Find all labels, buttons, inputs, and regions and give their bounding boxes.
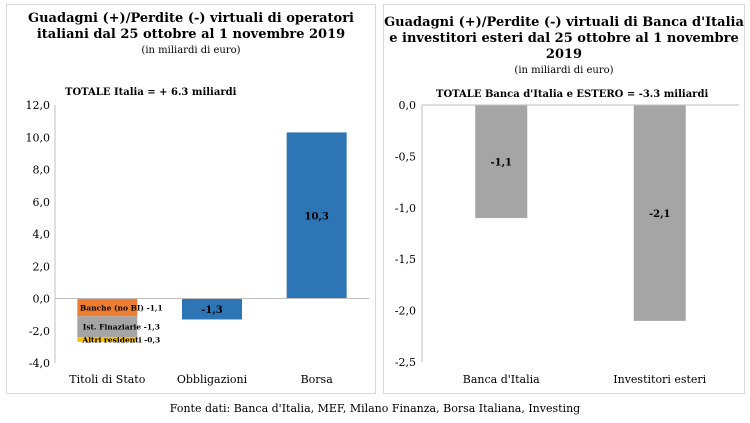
left-stacked-segment-3 xyxy=(77,337,138,343)
right-y-tick-label: -0,5 xyxy=(395,150,416,163)
left-stacked-segment-label: Ist. Finaziarie -1,3 xyxy=(83,323,160,332)
right-x-category-label: Investitori esteri xyxy=(613,373,706,386)
right-bar-data-label: -1,1 xyxy=(490,158,512,169)
left-y-tick-label: 8,0 xyxy=(33,164,51,177)
right-bar-1 xyxy=(475,105,528,219)
right-bar-data-label: -2,1 xyxy=(649,209,671,220)
left-y-tick-label: 10,0 xyxy=(26,131,51,144)
left-y-tick-label: 6,0 xyxy=(33,196,51,209)
right-x-category-label: Banca d'Italia xyxy=(463,373,540,386)
right-chart-panel: Guadagni (+)/Perdite (-) virtuali di Ban… xyxy=(383,4,745,394)
left-stacked-segment-2 xyxy=(77,316,138,338)
left-chart-title: Guadagni (+)/Perdite (-) virtuali di ope… xyxy=(28,11,354,42)
left-y-tick-label: 2,0 xyxy=(33,260,51,273)
left-x-category-label: Obbligazioni xyxy=(177,373,248,386)
right-chart-subtitle: (in miliardi di euro) xyxy=(514,65,614,76)
left-chart-total: TOTALE Italia = + 6.3 miliardi xyxy=(65,87,237,98)
left-y-tick-label: 4,0 xyxy=(33,228,51,241)
left-x-category-label: Titoli di Stato xyxy=(69,373,145,386)
left-x-category-label: Borsa xyxy=(301,373,334,386)
left-bar-2 xyxy=(286,132,347,299)
left-stacked-segment-label: Altri residenti -0,3 xyxy=(81,336,160,345)
right-chart-total: TOTALE Banca d'Italia e ESTERO = -3.3 mi… xyxy=(436,89,709,100)
left-chart-plot: 12,0 10,0 8,0 6,0 4,0 2,0 0,0 -2,0 -4,0 Banche (n… xyxy=(26,99,369,386)
left-y-tick-label: 0,0 xyxy=(33,293,51,306)
right-y-tick-label: -1,0 xyxy=(395,202,416,215)
left-chart-subtitle: (in miliardi di euro) xyxy=(141,45,241,56)
left-y-tick-label: -2,0 xyxy=(29,325,50,338)
source-note: Fonte dati: Banca d'Italia, MEF, Milano … xyxy=(169,402,581,415)
right-bar-2 xyxy=(633,105,686,321)
right-chart-plot: 0,0 -0,5 -1,0 -1,5 -2,0 -2,5 -1,1 -2,1 Banca d'I… xyxy=(395,99,739,386)
right-chart-title: Guadagni (+)/Perdite (-) virtuali di Ban… xyxy=(384,15,744,62)
left-stacked-segment-label: Banche (no BI) -1,1 xyxy=(80,303,163,312)
left-y-tick-label: 12,0 xyxy=(26,99,51,112)
left-bar-1 xyxy=(182,298,242,320)
left-chart-panel: Guadagni (+)/Perdite (-) virtuali di ope… xyxy=(6,4,376,394)
left-stacked-segment-1 xyxy=(77,298,138,317)
right-y-tick-label: -1,5 xyxy=(395,253,416,266)
right-y-tick-label: -2,5 xyxy=(395,356,416,369)
left-bar-data-label: 10,3 xyxy=(304,211,328,222)
right-y-tick-label: -2,0 xyxy=(395,305,416,318)
left-bar-data-label: -1,3 xyxy=(201,305,223,316)
right-y-tick-label: 0,0 xyxy=(399,99,417,112)
left-y-tick-label: -4,0 xyxy=(29,357,50,370)
